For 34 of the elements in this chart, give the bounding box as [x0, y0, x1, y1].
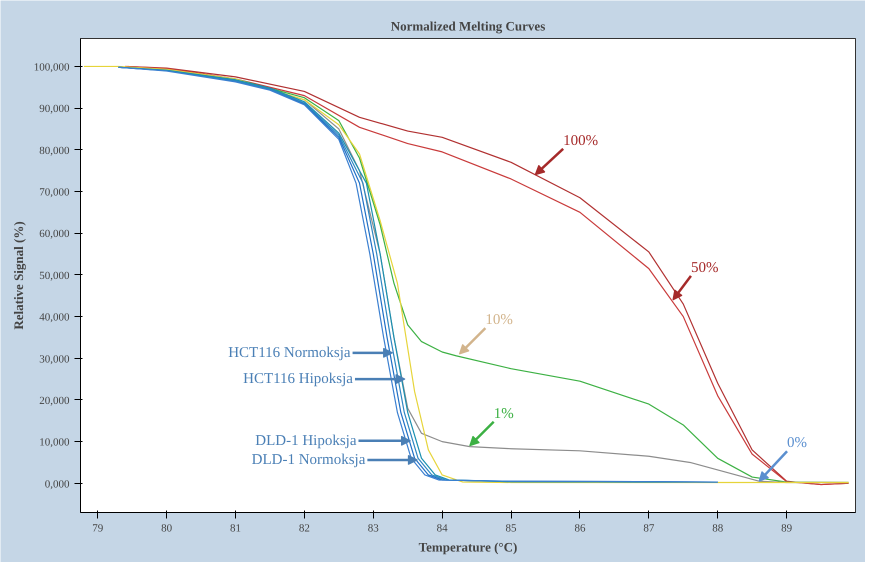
- annotation: HCT116 Normoksja: [228, 344, 351, 361]
- annotation: 100%: [563, 132, 598, 149]
- x-axis-title: Temperature (°C): [418, 540, 518, 554]
- y-tick-label: 40,000: [39, 312, 70, 324]
- y-tick-label: 80,000: [39, 144, 70, 157]
- y-tick-label: 20,000: [39, 394, 70, 407]
- x-tick-label: 81: [230, 522, 241, 534]
- y-tick-label: 10,000: [39, 436, 70, 449]
- annotation: 1%: [494, 406, 514, 422]
- y-tick-label: 30,000: [39, 353, 70, 366]
- x-tick-label: 87: [643, 522, 655, 534]
- y-tick-label: 100,000: [34, 61, 70, 74]
- annotation: 10%: [485, 312, 513, 328]
- y-tick-label: 0,000: [44, 478, 70, 490]
- x-tick-label: 84: [436, 522, 448, 534]
- annotation: DLD-1 Normoksja: [252, 452, 366, 468]
- y-tick-label: 60,000: [39, 228, 70, 240]
- x-tick-label: 82: [298, 522, 310, 534]
- x-tick-label: 86: [574, 522, 586, 534]
- y-tick-label: 90,000: [39, 103, 70, 116]
- annotation: 50%: [690, 260, 718, 276]
- x-tick-label: 80: [161, 522, 173, 534]
- x-tick-label: 83: [368, 522, 380, 534]
- y-axis-title: Relative Signal (%): [10, 221, 26, 330]
- x-tick-label: 79: [92, 522, 104, 534]
- annotation: DLD-1 Hipoksja: [255, 432, 357, 449]
- chart-title: Normalized Melting Curves: [390, 18, 546, 34]
- x-tick-label: 88: [712, 522, 724, 534]
- x-tick-label: 85: [506, 522, 518, 534]
- x-tick-label: 89: [781, 522, 793, 534]
- annotation: HCT116 Hipoksja: [243, 371, 354, 388]
- y-tick-label: 70,000: [39, 186, 70, 198]
- y-tick-label: 50,000: [39, 270, 70, 282]
- annotation: 0%: [787, 435, 808, 452]
